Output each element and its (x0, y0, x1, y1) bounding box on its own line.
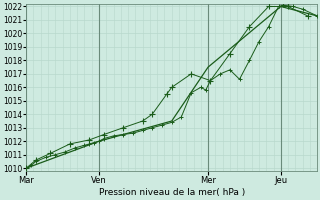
X-axis label: Pression niveau de la mer( hPa ): Pression niveau de la mer( hPa ) (99, 188, 245, 197)
